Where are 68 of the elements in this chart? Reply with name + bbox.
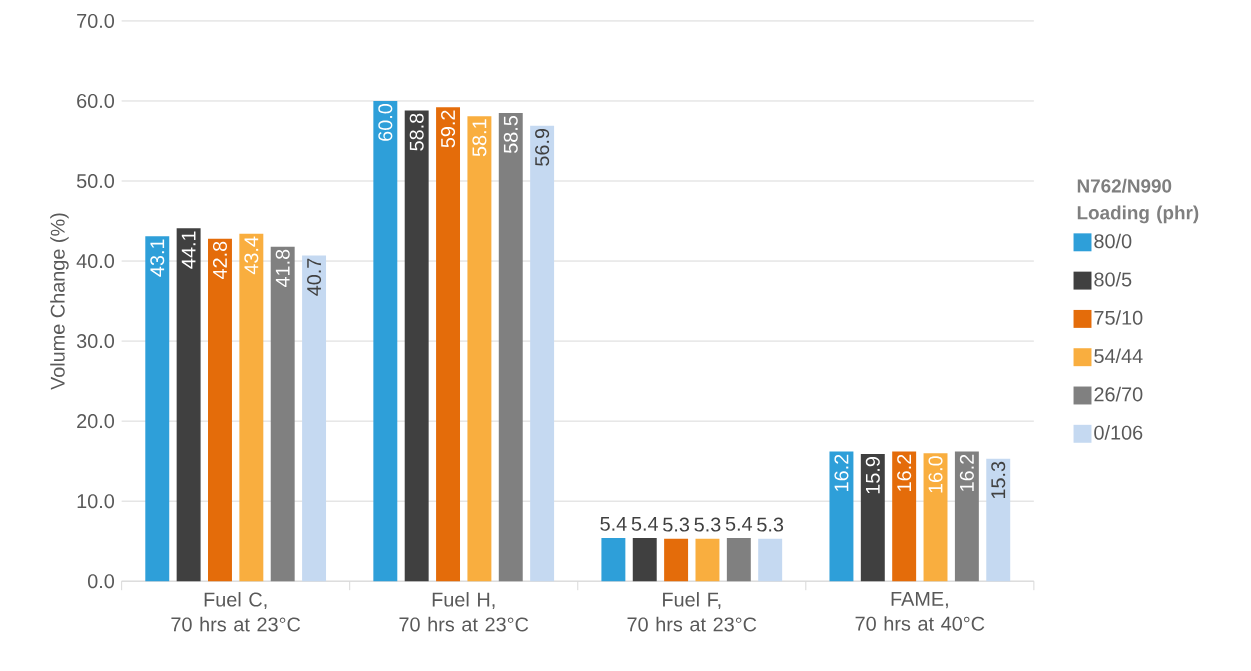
data-label: 16.2: [897, 454, 912, 491]
bar: [860, 453, 885, 582]
bar: [404, 110, 429, 582]
data-label: 5.4: [631, 516, 658, 531]
data-label: 5.3: [694, 517, 721, 532]
x-tick-label: Fuel F, 70 hrs at 23°C: [627, 592, 757, 632]
y-axis-title: Volume Change (%): [50, 213, 69, 390]
data-label: 43.4: [244, 236, 259, 275]
legend-label: 75/10: [1094, 310, 1143, 325]
x-tick-label: Fuel H, 70 hrs at 23°C: [399, 592, 529, 632]
bar: [829, 451, 854, 582]
bar: [986, 458, 1011, 582]
bar: [208, 238, 232, 582]
data-label: 16.2: [959, 454, 974, 491]
bar: [695, 538, 720, 582]
bar: [239, 233, 264, 582]
data-label: 42.8: [212, 241, 228, 280]
bar: [923, 453, 948, 582]
data-label: 5.4: [600, 516, 627, 531]
y-tick-label: 40.0: [76, 254, 115, 269]
bar: [530, 125, 555, 582]
legend-title: N762/N990 Loading (phr): [1077, 178, 1199, 224]
y-tick-label: 10.0: [77, 494, 115, 509]
bar: [498, 112, 523, 582]
data-label: 15.9: [865, 457, 880, 494]
y-tick-label: 30.0: [76, 334, 115, 349]
data-label: 16.0: [928, 456, 943, 493]
bar: [664, 538, 689, 582]
legend-label: 54/44: [1094, 348, 1143, 364]
bar: [892, 451, 917, 582]
bar: [436, 107, 461, 582]
bar: [176, 228, 201, 582]
y-tick-label: 70.0: [77, 13, 115, 28]
y-tick-label: 20.0: [77, 414, 115, 429]
bar: [632, 538, 657, 582]
data-label: 40.7: [307, 258, 322, 296]
bar: [302, 255, 327, 582]
data-label: 5.3: [757, 517, 784, 532]
legend-label: 26/70: [1094, 386, 1143, 402]
x-tick-label: Fuel C, 70 hrs at 23°C: [171, 592, 301, 632]
bar: [467, 116, 492, 582]
legend-label: 80/0: [1094, 233, 1132, 249]
data-label: 5.4: [725, 516, 753, 531]
bar: [758, 538, 783, 582]
bar: [601, 538, 626, 582]
data-label: 44.1: [181, 231, 196, 269]
data-label: 15.3: [991, 461, 1006, 499]
legend-label: 80/5: [1094, 271, 1132, 287]
data-label: 60.0: [378, 103, 393, 141]
bar: [373, 100, 398, 582]
bar: [270, 246, 295, 582]
data-label: 59.2: [441, 110, 456, 148]
data-label: 41.8: [275, 249, 290, 288]
data-label: 5.3: [663, 517, 690, 532]
legend-label: 0/106: [1094, 425, 1143, 440]
bar: [726, 538, 751, 582]
y-tick-label: 60.0: [77, 93, 115, 109]
data-label: 56.9: [535, 128, 550, 166]
data-label: 58.8: [409, 113, 424, 151]
y-tick-label: 0.0: [87, 574, 115, 589]
bar: [145, 236, 170, 582]
data-label: 16.2: [834, 454, 849, 491]
y-tick-label: 50.0: [76, 174, 115, 189]
x-tick-label: FAME, 70 hrs at 40°C: [855, 592, 985, 631]
data-label: 43.1: [150, 239, 165, 277]
data-label: 58.1: [472, 119, 487, 157]
bar: [954, 451, 979, 582]
data-label: 58.5: [503, 116, 518, 154]
